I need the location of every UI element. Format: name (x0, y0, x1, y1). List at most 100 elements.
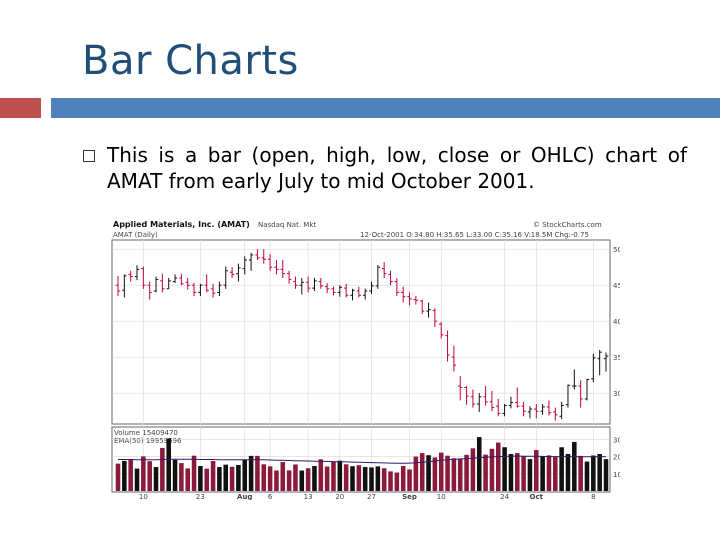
volume-bar (153, 467, 159, 491)
chart-indicator-label: AMAT (Daily) (113, 231, 158, 239)
ohlc-bar (147, 281, 152, 300)
volume-bar (210, 461, 216, 491)
bullet-checkbox-icon (83, 150, 95, 162)
volume-bar (286, 470, 292, 491)
volume-bar (312, 466, 317, 491)
volume-bar (115, 463, 121, 491)
volume-bar (122, 460, 127, 491)
ohlc-bar (458, 375, 463, 401)
x-tick-label: 24 (500, 493, 509, 500)
ohlc-bar (134, 265, 140, 281)
volume-bar (134, 468, 140, 491)
volume-bar (375, 466, 381, 491)
price-tick-label: 40 (613, 318, 620, 326)
volume-bar (603, 459, 609, 491)
ohlc-bar (451, 345, 457, 372)
ohlc-bar (584, 378, 590, 401)
ohlc-bar (337, 285, 343, 297)
price-panel (111, 239, 611, 425)
volume-bar (198, 466, 203, 491)
volume-bar (597, 453, 602, 491)
volume-tick-label: 20M (613, 454, 620, 462)
volume-bar (223, 464, 229, 491)
ohlc-bar (280, 260, 285, 278)
ohlc-bar (534, 404, 539, 419)
volume-bar (267, 466, 273, 491)
volume-bar (280, 462, 286, 491)
ohlc-bar (483, 386, 488, 406)
volume-bar (388, 471, 393, 491)
volume-bar (141, 456, 146, 491)
ohlc-bar (255, 249, 260, 260)
x-tick-label: 13 (304, 493, 313, 500)
ohlc-bar (375, 265, 381, 289)
volume-bar (356, 465, 362, 491)
ohlc-bar (242, 256, 247, 275)
ohlc-bar (369, 281, 374, 294)
ohlc-bar (324, 283, 330, 294)
volume-bar (457, 458, 463, 491)
volume-bar (476, 437, 482, 491)
ohlc-bar (603, 352, 609, 372)
ohlc-bar (248, 252, 254, 271)
volume-bar (185, 468, 190, 491)
volume-bar (514, 453, 520, 491)
ohlc-bar (413, 296, 419, 305)
volume-bar (438, 452, 444, 491)
ohlc-bar (407, 292, 412, 306)
volume-bar (324, 466, 330, 491)
ohlc-bar (160, 273, 165, 293)
ema-line (118, 455, 606, 464)
volume-bar (534, 450, 539, 491)
title-divider-red (0, 98, 41, 118)
volume-bar (236, 464, 241, 491)
volume-bar (559, 447, 564, 491)
volume-bar (229, 466, 235, 491)
ohlc-bar (426, 302, 431, 318)
ohlc-bar (179, 273, 184, 286)
ohlc-bar (546, 400, 552, 416)
ohlc-bar (115, 275, 121, 296)
ohlc-bar (420, 299, 425, 314)
ohlc-bar (229, 267, 235, 278)
chart-svg: Applied Materials, Inc. (AMAT) Nasdaq Na… (110, 215, 620, 500)
ohlc-bar (286, 270, 292, 284)
volume-bar (584, 461, 590, 491)
chart-watermark: © StockCharts.com (533, 221, 602, 229)
price-axis: 30 35 40 45 50 (613, 246, 620, 398)
price-tick-label: 30 (613, 390, 620, 398)
volume-bar (331, 461, 336, 491)
volume-bar (413, 456, 419, 491)
title-divider-blue (51, 98, 720, 118)
price-tick-label: 45 (613, 282, 620, 290)
volume-bar (540, 456, 545, 491)
ohlc-bar (122, 274, 127, 298)
ohlc-bar (343, 283, 349, 298)
volume-bar (489, 448, 495, 491)
ohlc-bar (477, 393, 482, 412)
ohlc-bar (565, 384, 571, 408)
volume-bar (362, 467, 368, 491)
volume-bar (261, 464, 267, 491)
ohlc-bars (115, 249, 609, 421)
ohlc-bar (172, 274, 178, 284)
volume-bar (426, 455, 431, 491)
ohlc-bar (591, 353, 596, 383)
ohlc-bar (597, 350, 602, 376)
ohlc-bar (267, 254, 273, 271)
x-tick-label: 10 (437, 493, 446, 500)
volume-bar (381, 468, 387, 491)
x-axis: 10 23 Aug 6 13 20 27 Sep 10 24 Oct 8 (139, 493, 596, 500)
ohlc-bar (191, 283, 197, 296)
ohlc-bar (508, 396, 514, 409)
price-tick-label: 50 (613, 246, 620, 254)
ohlc-bar (489, 391, 495, 412)
volume-bar (274, 470, 279, 491)
volume-bars (115, 437, 609, 491)
volume-bar (407, 469, 412, 491)
volume-bar (350, 466, 355, 491)
volume-bar (128, 459, 133, 491)
chart-exchange: Nasdaq Nat. Mkt (258, 221, 316, 229)
volume-bar (217, 467, 222, 491)
ohlc-bar (496, 398, 501, 417)
